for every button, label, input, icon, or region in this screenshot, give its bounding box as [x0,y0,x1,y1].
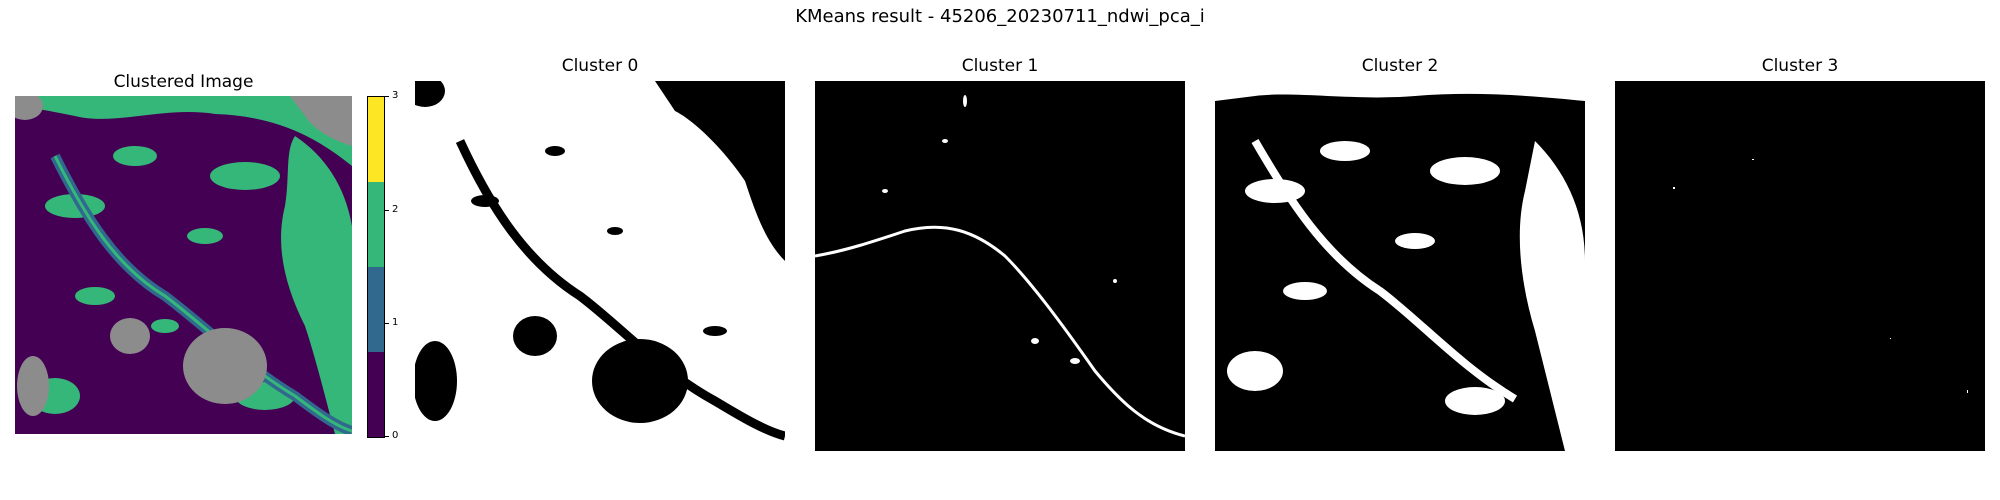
colorbar-segment-3 [368,97,384,182]
figure-suptitle: KMeans result - 45206_20230711_ndwi_pca_… [795,6,1205,27]
colorbar-label-2: 2 [392,204,399,215]
colorbar-segment-1 [368,267,384,352]
colorbar-label-0: 0 [392,430,399,441]
colorbar-tick-2 [385,210,389,211]
clustered-image-title: Clustered Image [113,72,254,92]
cluster-2-title: Cluster 2 [1361,56,1439,76]
cluster-1-title: Cluster 1 [961,56,1039,76]
colorbar-tick-0 [385,436,389,437]
cluster-3-mask [1615,81,1985,451]
colorbar-segment-0 [368,352,384,437]
cluster-0-title: Cluster 0 [561,56,639,76]
colorbar-tick-3 [385,96,389,97]
colorbar-label-1: 1 [392,317,399,328]
cluster-0-mask [415,81,785,451]
colorbar-segment-2 [368,182,384,267]
cluster-3-title: Cluster 3 [1761,56,1839,76]
cluster-2-mask [1215,81,1585,451]
colorbar [367,96,385,438]
colorbar-label-3: 3 [392,90,399,101]
cluster-1-mask [815,81,1185,451]
clustered-image [15,96,352,434]
colorbar-tick-1 [385,323,389,324]
